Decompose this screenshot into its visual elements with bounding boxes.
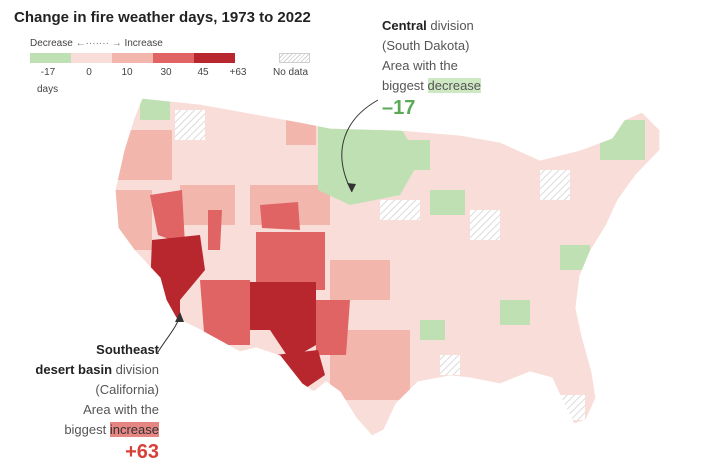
southeast-leader-arrow-icon	[175, 312, 184, 322]
southeast-desert-basin-callout: Southeast desert basin division (Califor…	[10, 340, 159, 464]
southeast-division-word: division	[115, 362, 159, 377]
legend-tick: 45	[197, 67, 209, 78]
legend-tick: 0	[86, 67, 92, 78]
arizona-region	[200, 280, 250, 345]
no-data-area	[470, 210, 500, 240]
legend-tick: 10	[121, 67, 133, 78]
central-division-name: Central	[382, 18, 427, 33]
central-leader-line	[341, 99, 379, 193]
southeast-value: +63	[125, 441, 159, 463]
utah-strip-region	[208, 210, 222, 250]
legend-arrow-left-icon: ←·······	[75, 38, 109, 49]
legend-no-data-swatch	[279, 53, 310, 63]
legend-increase-label: Increase	[124, 38, 163, 49]
chart-title: Change in fire weather days, 1973 to 202…	[14, 9, 311, 26]
legend-tick: -17	[40, 67, 56, 78]
southeast-state: (California)	[95, 382, 159, 397]
us-outline	[114, 97, 661, 437]
no-data-area	[380, 200, 420, 220]
iowa-region	[430, 190, 465, 215]
legend-swatch-30-45	[153, 53, 194, 63]
alabama-region	[500, 300, 530, 325]
great-basin-region	[180, 185, 235, 225]
minnesota-region	[400, 140, 430, 170]
legend-unit-label: days	[37, 84, 59, 95]
idaho-region	[260, 202, 300, 230]
nevada-north-region	[150, 190, 185, 245]
legend-swatch-45-63	[194, 53, 235, 63]
legend-direction: Decrease ←······· → Increase	[30, 38, 163, 49]
central-division-line2: biggest	[382, 78, 424, 93]
southeast-name-line2: desert basin	[35, 362, 113, 377]
legend-swatch-0-10	[71, 53, 112, 63]
legend-no-data-label: No data	[273, 67, 309, 78]
central-division-line1: Area with the	[382, 58, 458, 73]
legend-arrow-right-icon: →	[111, 38, 122, 49]
central-division-value: –17	[382, 97, 416, 119]
no-data-area	[560, 395, 585, 420]
legend-decrease-label: Decrease	[30, 38, 73, 49]
legend-color-scale	[30, 53, 235, 63]
northwest-region	[115, 130, 172, 180]
louisiana-region	[420, 320, 445, 340]
legend-swatch-10-30	[112, 53, 153, 63]
california-coast-region	[115, 190, 152, 250]
legend-ticks: -17 0 10 30 45 +63	[0, 67, 712, 81]
southeast-highlight: increase	[109, 422, 159, 437]
legend-tick: +63	[229, 67, 247, 78]
southwest-region	[250, 282, 316, 360]
no-data-area	[440, 355, 460, 375]
kansas-region	[330, 260, 390, 300]
southeast-line2: biggest	[64, 422, 107, 437]
west-texas-region	[275, 350, 325, 392]
washington-coast-region	[140, 98, 170, 120]
central-division-word: division	[430, 18, 474, 33]
no-data-area	[175, 110, 205, 140]
central-division-highlight: decrease	[427, 78, 482, 93]
colorado-region	[256, 232, 325, 290]
legend-tick: 30	[160, 67, 172, 78]
new-mexico-east-region	[316, 300, 350, 355]
central-division-state: (South Dakota)	[382, 38, 470, 53]
no-data-area	[540, 170, 570, 200]
virginia-region	[560, 245, 590, 270]
central-division-region	[318, 125, 420, 205]
legend-swatch-decrease	[30, 53, 71, 63]
central-leader-arrow-icon	[347, 183, 356, 192]
southeast-line1: Area with the	[83, 402, 159, 417]
central-division-callout: Central division (South Dakota) Area wit…	[382, 16, 552, 120]
southeast-name-line1: Southeast	[96, 342, 159, 357]
